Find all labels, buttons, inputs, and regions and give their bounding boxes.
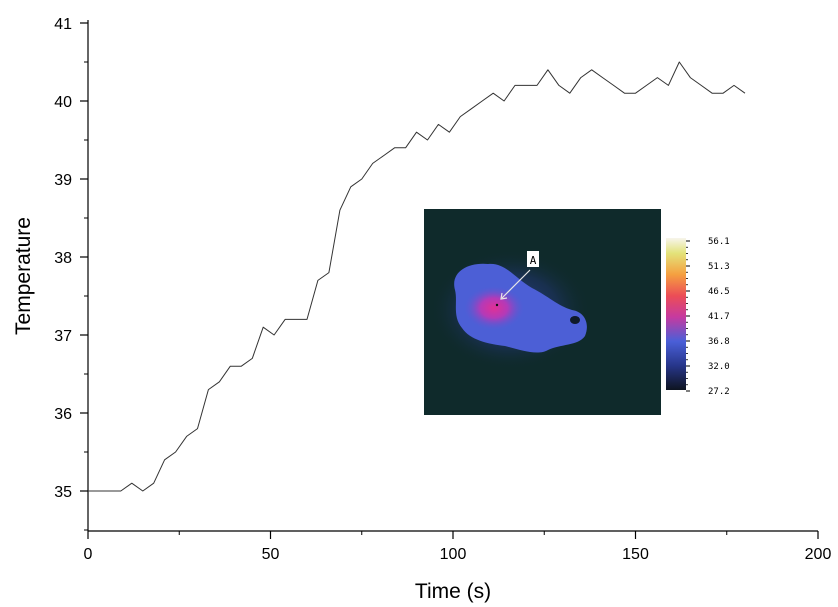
x-tick-label: 150 bbox=[622, 546, 649, 563]
y-tick-label: 38 bbox=[54, 250, 72, 267]
temperature-series-line bbox=[88, 61, 746, 492]
marker-label-box bbox=[527, 251, 539, 267]
colorbar-label: 36.8 bbox=[708, 337, 730, 347]
colorbar-label: 32.0 bbox=[708, 362, 730, 372]
colorbar-label: 41.7 bbox=[708, 312, 730, 322]
colorbar-label: 56.1 bbox=[708, 237, 730, 247]
x-tick-label: 100 bbox=[440, 546, 467, 563]
x-tick-label: 50 bbox=[262, 546, 280, 563]
x-ticks: 0 50 100 150 200 bbox=[84, 531, 832, 563]
colorbar-label: 51.3 bbox=[708, 262, 730, 272]
thermal-point-marker bbox=[495, 303, 499, 307]
colorbar bbox=[666, 238, 686, 390]
y-axis-title: Temperature bbox=[12, 217, 35, 335]
y-tick-label: 41 bbox=[54, 16, 72, 33]
x-tick-label: 0 bbox=[84, 546, 93, 563]
marker-arrow-head bbox=[500, 292, 508, 300]
y-tick-label: 35 bbox=[54, 484, 72, 501]
colorbar-label: 46.5 bbox=[708, 287, 730, 297]
y-ticks: 35 36 37 38 39 40 41 bbox=[54, 16, 88, 531]
thermal-hot-spot bbox=[464, 286, 524, 330]
marker-label: A bbox=[530, 254, 537, 267]
thermal-inset: A 56.1 51.3 46.5 41.7 36.8 32.0 27.2 bbox=[424, 209, 730, 415]
colorbar-ticks: 56.1 51.3 46.5 41.7 36.8 32.0 27.2 bbox=[686, 237, 730, 397]
y-tick-label: 40 bbox=[54, 94, 72, 111]
marker-arrow bbox=[501, 269, 531, 299]
x-axis-title: Time (s) bbox=[415, 580, 491, 603]
thermal-dark-spot bbox=[570, 316, 580, 324]
y-tick-label: 37 bbox=[54, 328, 72, 345]
y-tick-label: 39 bbox=[54, 172, 72, 189]
colorbar-label: 27.2 bbox=[708, 387, 730, 397]
x-tick-label: 200 bbox=[805, 546, 832, 563]
series-layer bbox=[88, 61, 746, 492]
y-tick-label: 36 bbox=[54, 406, 72, 423]
